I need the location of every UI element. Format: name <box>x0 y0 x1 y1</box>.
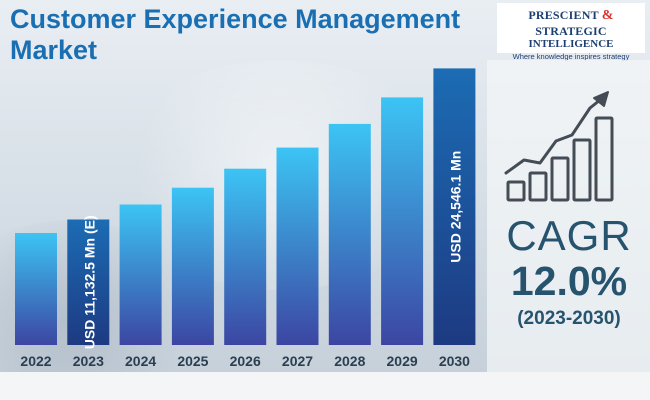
chart-title-line1: Customer Experience Management <box>10 4 461 34</box>
x-tick-label-2022: 2022 <box>20 353 51 369</box>
data-labels: USD 11,132.5 Mn (E) USD 24,546.1 Mn <box>81 151 463 350</box>
cagr-panel <box>487 60 650 372</box>
logo-tagline: Where knowledge inspires strategy <box>512 52 630 61</box>
x-axis-labels: 2022 2023 2024 2025 2026 2027 2028 2029 2030 <box>20 353 470 369</box>
logo-word-strategic: STRATEGIC <box>535 24 607 38</box>
growth-chart-icon <box>504 91 614 202</box>
bar-2023 <box>67 219 110 345</box>
axis-band <box>0 372 650 400</box>
bar-2029 <box>381 97 424 346</box>
logo-ampersand: & <box>601 8 614 23</box>
bar-2028 <box>328 123 371 346</box>
bar-2027 <box>276 147 319 345</box>
data-label-2030: USD 24,546.1 Mn <box>447 151 463 263</box>
x-tick-label-2024: 2024 <box>125 353 156 369</box>
logo-word-prescient: PRESCIENT <box>528 8 599 22</box>
bars-group <box>15 68 476 346</box>
company-logo: PRESCIENT & STRATEGIC INTELLIGENCE Where… <box>497 3 645 61</box>
bar-2025 <box>171 187 214 345</box>
cagr-period: (2023-2030) <box>517 308 621 329</box>
x-tick-label-2027: 2027 <box>282 353 313 369</box>
bar-2030 <box>433 68 476 346</box>
bar-2022 <box>15 233 57 345</box>
cagr-label: CAGR <box>506 212 632 259</box>
logo-line1: PRESCIENT & STRATEGIC <box>497 8 645 39</box>
x-tick-label-2023: 2023 <box>73 353 104 369</box>
bar-2024 <box>119 204 162 345</box>
chart-title: Customer Experience Management Market <box>10 4 480 66</box>
x-tick-label-2030: 2030 <box>439 353 470 369</box>
chart-title-line2: Market <box>10 35 98 65</box>
data-label-2023: USD 11,132.5 Mn (E) <box>81 215 97 349</box>
x-tick-label-2025: 2025 <box>177 353 208 369</box>
x-tick-label-2028: 2028 <box>334 353 365 369</box>
x-tick-label-2026: 2026 <box>230 353 261 369</box>
logo-line2: INTELLIGENCE <box>528 38 614 50</box>
bar-2026 <box>224 168 267 345</box>
cagr-value: 12.0% <box>510 258 628 304</box>
x-tick-label-2029: 2029 <box>387 353 418 369</box>
